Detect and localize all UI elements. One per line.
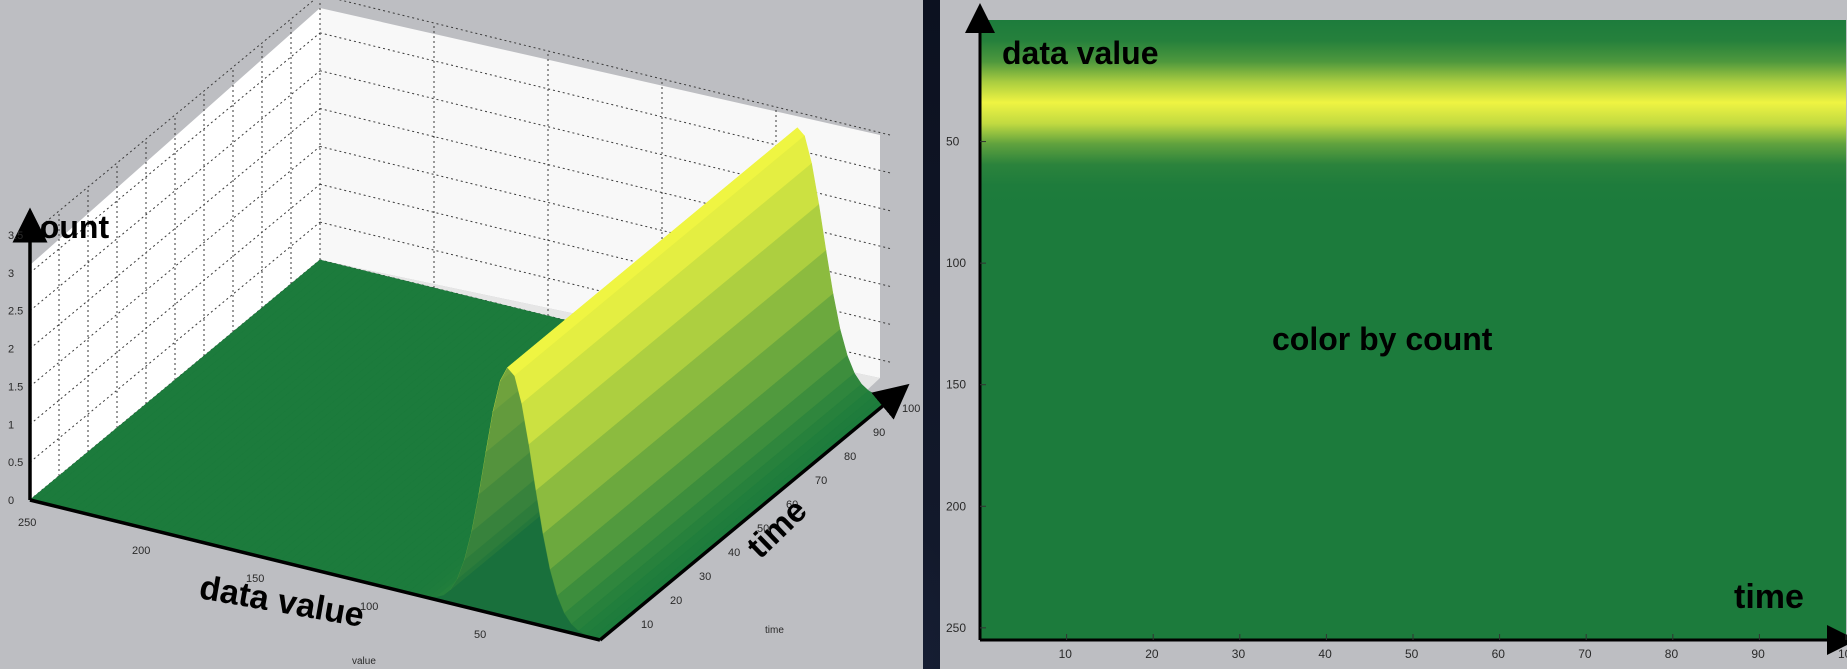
count-annotation: count <box>22 209 109 245</box>
z-tick-label: 3 <box>8 268 14 280</box>
surface-mesh <box>29 127 891 641</box>
heat-y-tick-label: 200 <box>946 499 966 513</box>
y-axis-small-title: time <box>765 625 784 636</box>
color-by-count-annotation: color by count <box>1272 321 1493 357</box>
heat-x-tick-label: 20 <box>1145 647 1159 661</box>
y-tick-label: 10 <box>641 619 653 631</box>
z-tick-label: 1 <box>8 419 14 431</box>
z-tick-label: 0.5 <box>8 457 23 469</box>
heatmap-area <box>980 20 1846 640</box>
heat-x-tick-label: 70 <box>1578 647 1592 661</box>
heat-x-tick-label: 80 <box>1665 647 1679 661</box>
x-tick-label: 150 <box>246 573 264 585</box>
x-tick-label: 100 <box>360 601 378 613</box>
y-axis-arrow <box>598 383 910 642</box>
heat-y-tick-label: 100 <box>946 256 966 270</box>
heat-x-tick-label: 40 <box>1318 647 1332 661</box>
heatmap-panel: 50 100 150 200 250 10 20 30 40 50 60 70 80 90 100 data… <box>940 0 1847 669</box>
time-annotation-heatmap: time <box>1734 578 1804 616</box>
y-tick-label: 30 <box>699 571 711 583</box>
grid-lines <box>29 0 891 617</box>
y-tick-label: 70 <box>815 475 827 487</box>
axes <box>12 207 910 642</box>
data-value-annotation-heatmap: data value <box>1002 35 1159 71</box>
x-tick-label: 250 <box>18 517 36 529</box>
heat-x-tick-label: 30 <box>1232 647 1246 661</box>
y-tick-label: 100 <box>902 403 920 415</box>
heat-y-tick-label: 150 <box>946 378 966 392</box>
heat-y-tick-label: 250 <box>946 621 966 635</box>
y-tick-label: 50 <box>757 523 769 535</box>
z-tick-label: 2 <box>8 344 14 356</box>
data-value-annotation: data value <box>197 568 367 634</box>
x-axis-line <box>29 498 601 642</box>
y-tick-label: 40 <box>728 547 740 559</box>
z-tick-label: 1.5 <box>8 381 23 393</box>
x-tick-label: 200 <box>132 545 150 557</box>
heat-x-tick-label: 100 <box>1838 647 1847 661</box>
heatmap-chart: 50 100 150 200 250 10 20 30 40 50 60 70 80 90 100 data… <box>946 3 1847 661</box>
heat-x-tick-label: 90 <box>1751 647 1765 661</box>
surface-plot-panel: 0 0.5 1 1.5 2 2.5 3 3.5 50 100 150 200 250 10 20 30 40 50… <box>0 0 923 669</box>
tick-labels: 0 0.5 1 1.5 2 2.5 3 3.5 50 100 150 200 250 10 20 30 40 50… <box>8 230 920 641</box>
heatmap-tick-labels: 50 100 150 200 250 10 20 30 40 50 60 70 80 90 100 <box>946 135 1847 661</box>
z-tick-label: 0 <box>8 495 14 507</box>
y-tick-label: 90 <box>873 427 885 439</box>
x-axis-small-title: value <box>352 656 376 667</box>
y-tick-label: 80 <box>844 451 856 463</box>
heat-x-tick-label: 60 <box>1492 647 1506 661</box>
y-tick-label: 20 <box>670 595 682 607</box>
z-tick-label: 3.5 <box>8 230 23 242</box>
surface-front-face <box>30 367 600 640</box>
surface-chart: 0 0.5 1 1.5 2 2.5 3 3.5 50 100 150 200 250 10 20 30 40 50… <box>8 0 920 667</box>
heat-x-tick-label: 50 <box>1405 647 1419 661</box>
heat-x-tick-label: 10 <box>1059 647 1073 661</box>
heat-y-tick-label: 50 <box>946 135 960 149</box>
y-tick-label: 60 <box>786 499 798 511</box>
x-tick-label: 50 <box>474 629 486 641</box>
z-tick-label: 2.5 <box>8 306 23 318</box>
heatmap-axes <box>965 3 1847 655</box>
